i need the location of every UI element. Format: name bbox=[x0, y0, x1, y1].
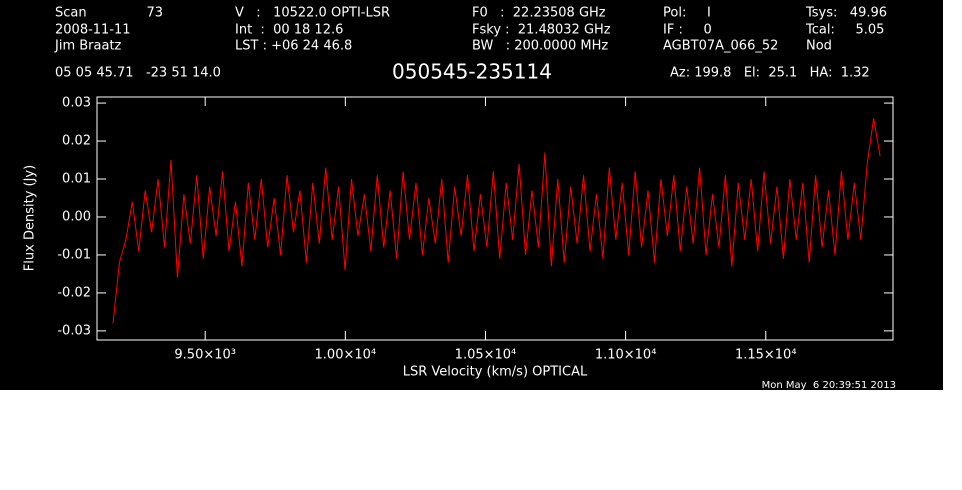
x-tick-label: 1.10×10⁴ bbox=[595, 348, 657, 363]
y-axis-label: Flux Density (Jy) bbox=[23, 165, 38, 271]
x-tick-label: 1.05×10⁴ bbox=[455, 348, 517, 363]
x-tick-label: 1.00×10⁴ bbox=[315, 348, 377, 363]
chart-title: 050545-235114 bbox=[392, 60, 552, 84]
x-tick-label: 9.50×10³ bbox=[174, 348, 236, 363]
header-field: Pol: I bbox=[663, 6, 711, 21]
y-tick-label: 0.01 bbox=[62, 172, 91, 187]
header-field: 2008-11-11 bbox=[55, 23, 131, 38]
header-field: Nod bbox=[806, 39, 832, 54]
header-field: Int : 00 18 12.6 bbox=[235, 23, 343, 38]
header-field: Tsys: 49.96 bbox=[805, 6, 887, 21]
x-axis-label: LSR Velocity (km/s) OPTICAL bbox=[403, 365, 588, 380]
plot-frame bbox=[96, 96, 894, 341]
header-field: Jim Braatz bbox=[54, 39, 122, 54]
header-field: LST : +06 24 46.8 bbox=[235, 39, 352, 54]
header-field: Az: 199.8 El: 25.1 HA: 1.32 bbox=[670, 66, 870, 81]
header-field: IF : 0 bbox=[663, 23, 712, 38]
y-tick-label: 0.03 bbox=[62, 96, 91, 111]
y-tick-label: 0.02 bbox=[62, 134, 91, 149]
header-field: Scan bbox=[55, 6, 87, 21]
y-tick-label: -0.03 bbox=[57, 323, 91, 338]
header-field: BW : 200.0000 MHz bbox=[472, 39, 608, 54]
header-field: F0 : 22.23508 GHz bbox=[472, 6, 606, 21]
y-tick-label: -0.01 bbox=[57, 247, 91, 262]
header-field: V : 10522.0 OPTI-LSR bbox=[235, 6, 390, 21]
timestamp: Mon May 6 20:39:51 2013 bbox=[762, 380, 896, 391]
header-field: Fsky : 21.48032 GHz bbox=[472, 23, 611, 38]
header-field: AGBT07A_066_52 bbox=[663, 39, 778, 54]
y-tick-label: 0.00 bbox=[62, 209, 91, 224]
x-tick-label: 1.15×10⁴ bbox=[735, 348, 797, 363]
header-field: Tcal: 5.05 bbox=[805, 23, 884, 38]
spectrum-line bbox=[112, 118, 881, 324]
plot-background bbox=[0, 0, 943, 390]
header-field: 05 05 45.71 -23 51 14.0 bbox=[55, 66, 221, 81]
header-field: 73 bbox=[146, 6, 163, 21]
y-tick-label: -0.02 bbox=[57, 285, 91, 300]
